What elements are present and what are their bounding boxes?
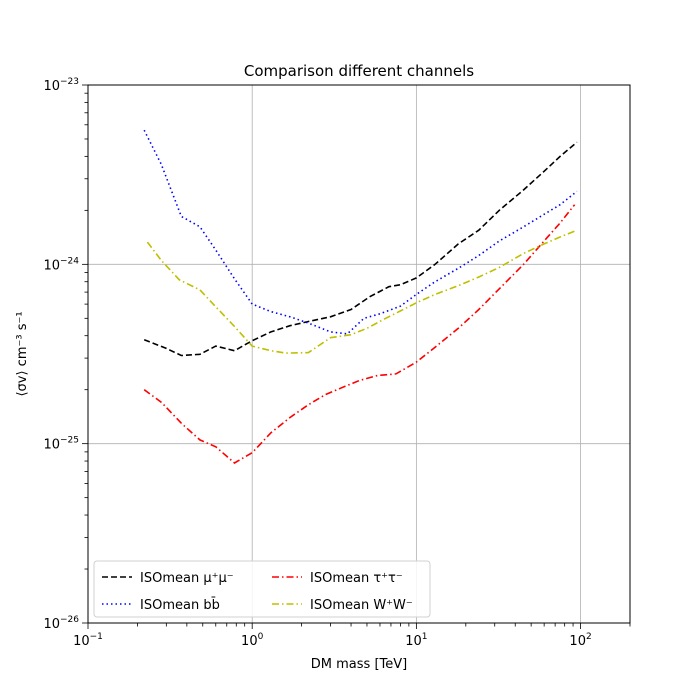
series-line-0 [143,141,578,357]
plot-frame [87,84,631,624]
chart-title: Comparison different channels [244,62,474,80]
series-group [143,129,578,464]
x-tick-base: 10 [241,634,258,649]
y-tick-base: 10 [43,617,60,632]
x-tick-exponent: −1 [90,632,103,642]
y-tick-exponent: −23 [60,77,79,87]
x-tick-label: 10−1 [73,632,103,649]
y-tick-exponent: −24 [60,256,79,266]
legend-entry: ISOmean bb̄ [140,598,220,613]
x-tick-base: 10 [569,634,586,649]
series-line-1 [143,129,578,335]
x-tick-label: 100 [241,632,264,649]
y-tick-label: 10−26 [43,615,79,632]
y-tick-label: 10−23 [43,77,79,94]
y-tick-exponent: −25 [60,436,79,446]
x-tick-label: 101 [405,632,427,649]
y-axis-label: ⟨σv⟩ cm⁻³ s⁻¹ [15,311,30,396]
x-tick-base: 10 [405,634,422,649]
y-tick-base: 10 [43,79,60,94]
x-tick-exponent: 0 [258,632,264,642]
y-tick-label: 10−25 [43,436,79,453]
legend: ISOmean μ⁺μ⁻ ISOmean bb̄ ISOmean τ⁺τ⁻ ISOme… [93,560,431,618]
y-tick-exponent: −26 [60,615,79,625]
legend-entry: ISOmean τ⁺τ⁻ [310,571,403,586]
x-tick-exponent: 2 [586,632,592,642]
y-tick-base: 10 [43,438,60,453]
x-axis-label: DM mass [TeV] [311,657,407,672]
legend-entry: ISOmean μ⁺μ⁻ [140,571,234,586]
x-tick-label: 102 [569,632,591,649]
x-tick-base: 10 [73,634,90,649]
legend-box [93,560,431,618]
x-tick-exponent: 1 [422,632,428,642]
series-line-2 [143,204,576,464]
y-tick-base: 10 [43,258,60,273]
y-tick-label: 10−24 [43,256,79,273]
legend-entry: ISOmean W⁺W⁻ [310,598,413,613]
series-line-3 [146,229,578,354]
